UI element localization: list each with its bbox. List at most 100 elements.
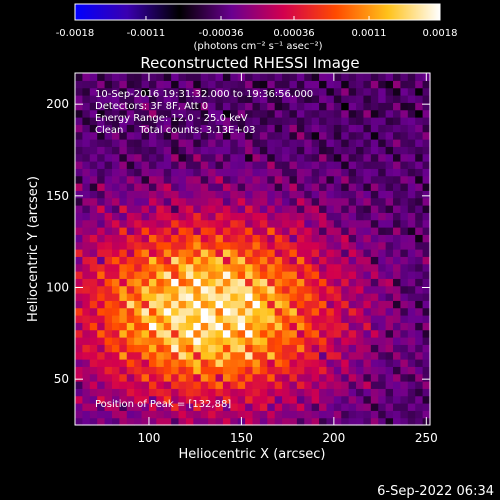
heatmap-cell — [341, 381, 350, 389]
heatmap-cell — [126, 410, 135, 419]
heatmap-cell — [370, 403, 379, 411]
heatmap-cell — [326, 175, 335, 184]
heatmap-cell — [252, 175, 261, 184]
heatmap-cell — [163, 403, 172, 411]
heatmap-cell — [289, 249, 298, 257]
heatmap-cell — [111, 131, 120, 140]
heatmap-cell — [193, 80, 202, 89]
heatmap-cell — [259, 381, 268, 389]
heatmap-cell — [97, 351, 106, 360]
heatmap-cell — [363, 315, 372, 323]
heatmap-cell — [348, 373, 357, 382]
heatmap-cell — [185, 410, 194, 419]
heatmap-cell — [363, 329, 372, 338]
heatmap-cell — [215, 102, 224, 111]
heatmap-cell — [237, 329, 246, 338]
heatmap-cell — [348, 271, 357, 279]
heatmap-cell — [274, 153, 283, 162]
heatmap-cell — [230, 139, 239, 147]
heatmap-cell — [319, 153, 328, 162]
heatmap-cell — [148, 329, 157, 338]
heatmap-cell — [215, 139, 224, 147]
heatmap-cell — [311, 117, 320, 125]
heatmap-cell — [104, 146, 113, 155]
heatmap-cell — [222, 146, 231, 155]
heatmap-cell — [141, 271, 150, 279]
heatmap-cell — [134, 131, 143, 140]
heatmap-cell — [163, 197, 172, 206]
heatmap-cell — [134, 271, 143, 279]
heatmap-cell — [259, 315, 268, 323]
heatmap-cell — [422, 329, 431, 338]
heatmap-cell — [111, 359, 120, 367]
heatmap-cell — [356, 161, 365, 169]
heatmap-cell — [82, 139, 91, 147]
heatmap-cell — [385, 307, 394, 316]
heatmap-cell — [75, 95, 83, 103]
heatmap-cell — [134, 227, 143, 235]
heatmap-cell — [267, 337, 276, 345]
heatmap-cell — [304, 175, 313, 184]
heatmap-cell — [319, 117, 328, 125]
heatmap-cell — [304, 234, 313, 243]
heatmap-cell — [259, 131, 268, 140]
heatmap-cell — [363, 190, 372, 199]
heatmap-cell — [178, 263, 187, 272]
heatmap-cell — [163, 388, 172, 397]
heatmap-cell — [407, 388, 416, 397]
heatmap-cell — [200, 388, 209, 397]
heatmap-cell — [200, 80, 209, 89]
heatmap-cell — [341, 366, 350, 375]
footer-date: 6-Sep-2022 06:34 — [377, 484, 494, 499]
heatmap-cell — [215, 190, 224, 199]
heatmap-cell — [267, 256, 276, 265]
heatmap-cell — [356, 87, 365, 96]
heatmap-cell — [97, 256, 106, 265]
heatmap-cell — [385, 322, 394, 331]
heatmap-cell — [148, 373, 157, 382]
heatmap-cell — [82, 410, 91, 419]
heatmap-cell — [208, 344, 217, 353]
heatmap-cell — [348, 263, 357, 272]
heatmap-cell — [171, 263, 180, 272]
heatmap-cell — [370, 337, 379, 345]
heatmap-cell — [245, 322, 254, 331]
heatmap-cell — [370, 249, 379, 257]
heatmap-cell — [119, 337, 128, 345]
heatmap-cell — [407, 410, 416, 419]
heatmap-cell — [311, 249, 320, 257]
heatmap-cell — [363, 403, 372, 411]
heatmap-cell — [200, 381, 209, 389]
heatmap-cell — [370, 131, 379, 140]
heatmap-cell — [193, 161, 202, 169]
heatmap-cell — [296, 256, 305, 265]
heatmap-cell — [296, 337, 305, 345]
heatmap-cell — [259, 124, 268, 133]
heatmap-cell — [178, 219, 187, 228]
heatmap-cell — [245, 344, 254, 353]
heatmap-cell — [193, 168, 202, 177]
heatmap-cell — [245, 168, 254, 177]
heatmap-cell — [311, 359, 320, 367]
heatmap-cell — [407, 381, 416, 389]
heatmap-cell — [230, 278, 239, 287]
heatmap-cell — [311, 234, 320, 243]
heatmap-cell — [141, 161, 150, 169]
heatmap-cell — [407, 197, 416, 206]
heatmap-cell — [274, 388, 283, 397]
heatmap-cell — [111, 337, 120, 345]
heatmap-cell — [89, 190, 98, 199]
heatmap-cell — [200, 212, 209, 221]
heatmap-cell — [208, 102, 217, 111]
heatmap-cell — [311, 73, 320, 81]
heatmap-cell — [148, 146, 157, 155]
heatmap-cell — [378, 175, 387, 184]
heatmap-cell — [222, 337, 231, 345]
heatmap-cell — [319, 293, 328, 301]
heatmap-cell — [304, 373, 313, 382]
heatmap-cell — [82, 95, 91, 103]
heatmap-cell — [215, 146, 224, 155]
heatmap-cell — [296, 95, 305, 103]
heatmap-cell — [422, 146, 431, 155]
heatmap-cell — [363, 344, 372, 353]
